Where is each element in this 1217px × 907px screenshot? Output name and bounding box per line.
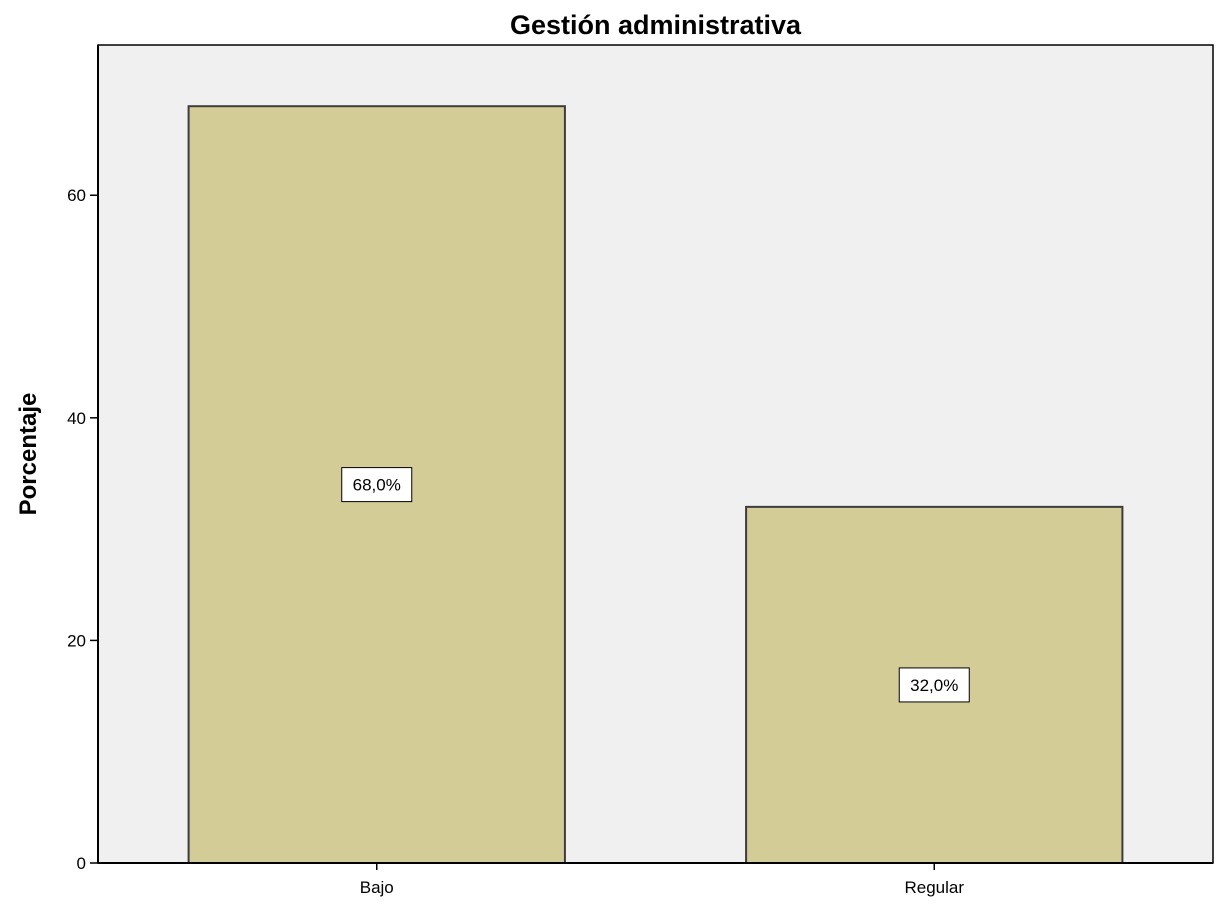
y-tick-label: 0 xyxy=(77,854,86,873)
data-label: 68,0% xyxy=(353,476,401,495)
x-tick-label: Regular xyxy=(904,878,964,897)
y-axis-label: Porcentaje xyxy=(15,393,42,516)
y-tick-label: 20 xyxy=(67,631,86,650)
data-label-box xyxy=(341,467,413,503)
data-labels-group: 68,0% 32,0% xyxy=(341,467,970,703)
data-label: 32,0% xyxy=(910,676,958,695)
axes-group: Bajo Regular 0 20 40 60 xyxy=(67,45,1213,897)
y-tick-label: 40 xyxy=(67,409,86,428)
chart-title: Gestión administrativa xyxy=(510,10,802,40)
data-label-box xyxy=(898,667,970,703)
x-tick-label: Bajo xyxy=(360,878,394,897)
y-tick-label: 60 xyxy=(67,186,86,205)
